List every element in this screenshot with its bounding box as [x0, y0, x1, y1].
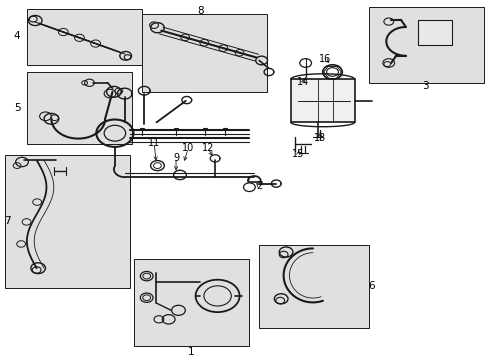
Bar	[134, 259, 249, 346]
Bar	[259, 245, 368, 328]
Text: 15: 15	[291, 149, 304, 159]
Bar	[27, 72, 132, 144]
Text: 7: 7	[4, 216, 11, 226]
Bar	[27, 9, 142, 65]
Text: 14: 14	[296, 77, 309, 87]
Text: 5: 5	[14, 103, 20, 113]
Text: 1: 1	[187, 347, 194, 357]
Text: 12: 12	[201, 143, 214, 153]
Bar	[417, 20, 451, 45]
Text: 16: 16	[318, 54, 331, 64]
Text: 3: 3	[421, 81, 428, 91]
Text: 10: 10	[182, 143, 194, 153]
Text: 11: 11	[147, 138, 160, 148]
Bar	[5, 155, 129, 288]
Bar	[368, 7, 483, 83]
Text: 9: 9	[173, 153, 179, 163]
Bar	[290, 79, 354, 122]
Text: 4: 4	[14, 31, 20, 41]
Text: 2: 2	[256, 181, 262, 191]
Text: 8: 8	[197, 6, 203, 16]
Text: 6: 6	[367, 281, 374, 291]
Text: 13: 13	[313, 132, 326, 143]
Bar	[142, 14, 266, 92]
